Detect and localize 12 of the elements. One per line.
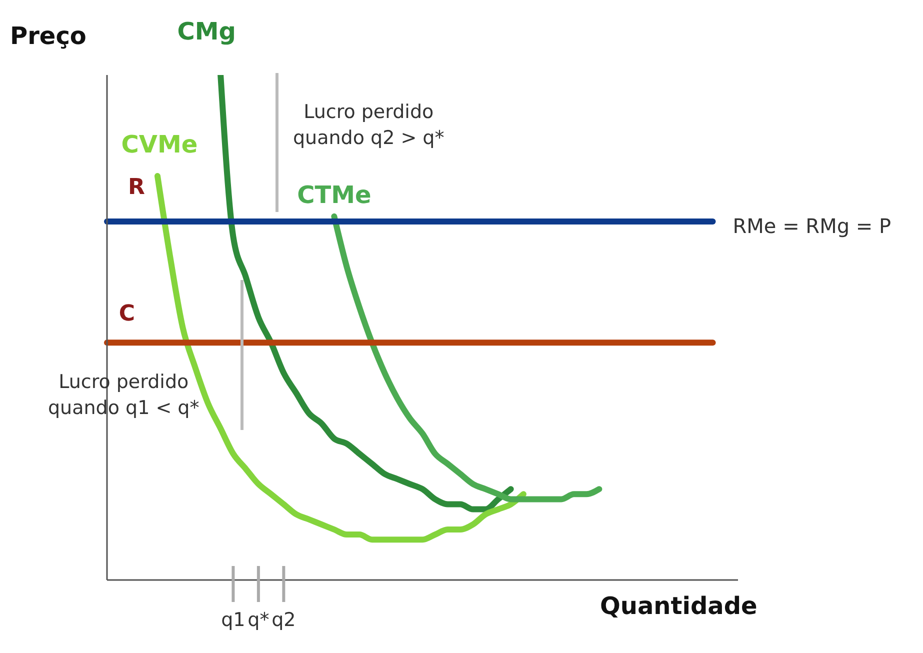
annotation: Lucro perdido quando q2 > q* [293,100,444,151]
series-label: CTMe [297,180,372,209]
series-label: C [118,302,136,327]
x-tick-label: q2 [272,609,296,631]
x-axis-title: Quantidade [600,592,758,620]
series-label: CMg [177,18,236,46]
y-axis-title: Preço [10,22,86,50]
series-label: RMe = RMg = P [732,214,892,238]
series-label: CVMe [121,130,198,159]
x-tick-label: q* [248,609,270,631]
x-tick-label: q1 [221,609,246,631]
annotation: R [128,174,145,202]
